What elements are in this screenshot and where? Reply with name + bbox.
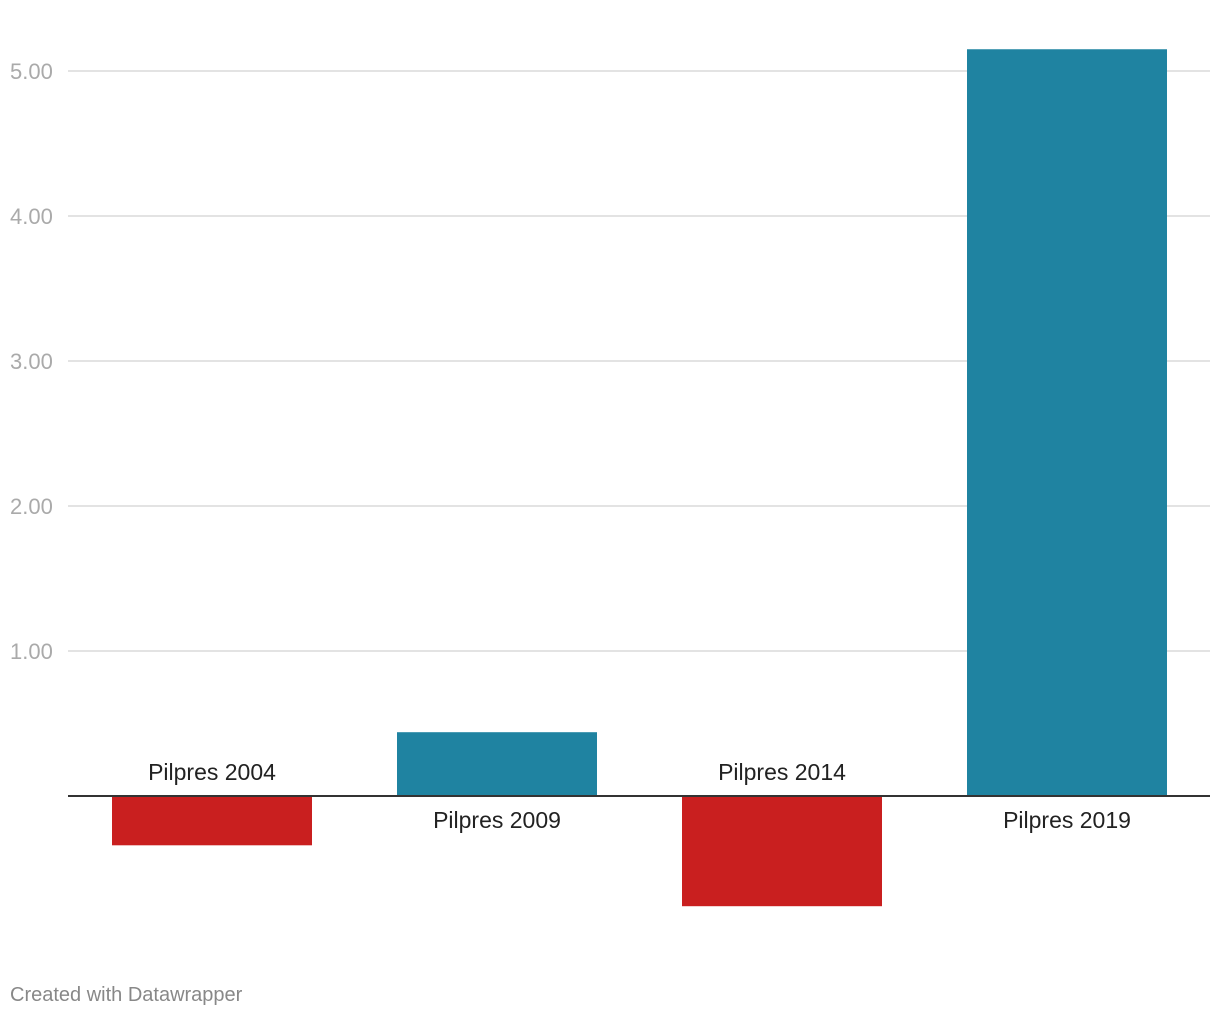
category-label: Pilpres 2014	[718, 759, 846, 785]
category-label: Pilpres 2019	[1003, 807, 1131, 833]
y-axis-ticks: 1.00 2.00 3.00 4.00 5.00	[10, 59, 53, 664]
y-tick-label: 5.00	[10, 59, 53, 84]
datawrapper-credit: Created with Datawrapper	[10, 984, 243, 1006]
y-tick-label: 4.00	[10, 204, 53, 229]
bar-pilpres-2014	[682, 796, 882, 907]
bar-pilpres-2019	[967, 49, 1167, 796]
y-tick-label: 2.00	[10, 494, 53, 519]
y-tick-label: 1.00	[10, 639, 53, 664]
bar-pilpres-2009	[397, 732, 597, 796]
y-tick-label: 3.00	[10, 349, 53, 374]
bar-pilpres-2004	[112, 796, 312, 846]
category-label: Pilpres 2004	[148, 759, 276, 785]
category-labels: Pilpres 2004 Pilpres 2009 Pilpres 2014 Pilp…	[148, 759, 1131, 833]
category-label: Pilpres 2009	[433, 807, 561, 833]
bars	[112, 49, 1167, 907]
